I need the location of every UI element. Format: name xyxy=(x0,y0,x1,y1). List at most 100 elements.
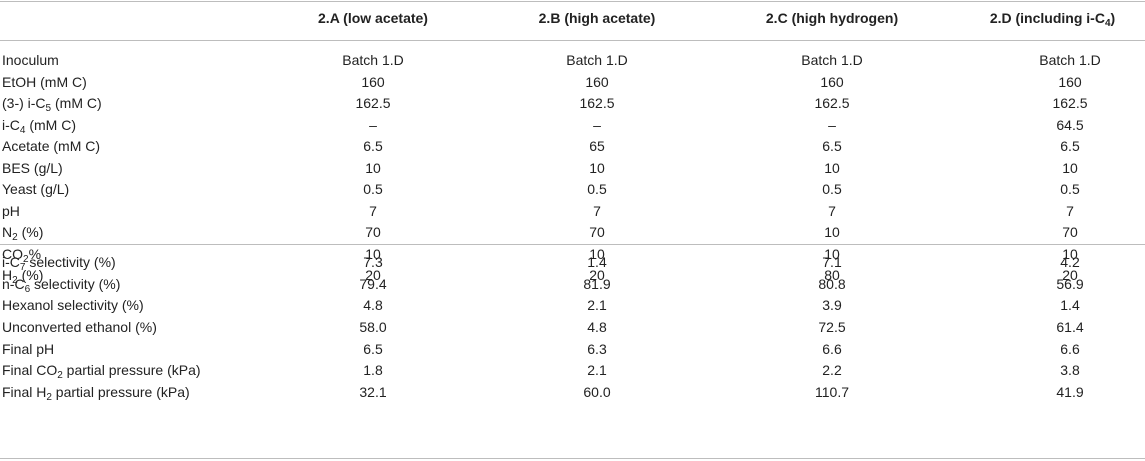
column-header-2b: 2.B (high acetate) xyxy=(538,10,656,26)
table-cell: 6.5 xyxy=(363,340,383,357)
table-cell: 6.6 xyxy=(822,340,842,357)
row-label: i-C7 selectivity (%) xyxy=(2,254,116,273)
table-header: 2.A (low acetate) 2.B (high acetate) 2.C… xyxy=(0,0,1145,40)
table-cell: 70 xyxy=(589,224,605,240)
table-cell: 162.5 xyxy=(814,95,850,111)
table-cell: 162.5 xyxy=(1052,95,1088,111)
table-row: Unconverted ethanol (%) 58.0 4.8 72.5 61.4 xyxy=(0,317,1145,339)
table-cell: 10 xyxy=(365,245,381,262)
table-cell: Batch 1.D xyxy=(1039,52,1101,68)
conditions-section: Inoculum Batch 1.D Batch 1.D Batch 1.D Batch… xyxy=(0,50,1145,287)
row-label: Acetate (mM C) xyxy=(2,138,101,154)
table-row: EtOH (mM C) 160 160 160 160 xyxy=(0,72,1145,94)
table-cell: 160 xyxy=(1058,73,1082,90)
table-cell: 160 xyxy=(585,73,609,90)
table-cell: 20 xyxy=(1062,267,1078,283)
table-row: n-C6 selectivity (%) 79.4 81.9 80.8 56.9 xyxy=(0,274,1145,296)
table-cell: 80.8 xyxy=(818,275,846,292)
table-cell: 0.5 xyxy=(363,181,383,197)
table-cell: 10 xyxy=(589,159,605,176)
table-row: Yeast (g/L) 0.5 0.5 0.5 0.5 xyxy=(0,179,1145,201)
header-rule xyxy=(0,40,1145,41)
row-label: pH xyxy=(2,202,20,219)
table-cell: 1.4 xyxy=(587,254,607,270)
table-cell: 0.5 xyxy=(1060,181,1080,197)
table-cell: 61.4 xyxy=(1056,319,1084,336)
table-cell: 160 xyxy=(361,73,385,90)
table-cell: – xyxy=(593,116,601,133)
table-row: (3-) i-C5 (mM C) 162.5 162.5 162.5 162.5 xyxy=(0,93,1145,115)
table-row: pH 7 7 7 7 xyxy=(0,201,1145,223)
table-cell: 7.3 xyxy=(363,254,383,270)
table-cell: 20 xyxy=(589,267,605,283)
row-label: EtOH (mM C) xyxy=(2,73,87,90)
table-cell: 6.5 xyxy=(1060,138,1080,154)
table-cell: 10 xyxy=(824,159,840,176)
table-cell: 65 xyxy=(589,138,605,154)
row-label: i-C4 (mM C) xyxy=(2,116,76,136)
table-cell: 2.1 xyxy=(587,297,607,314)
row-label: Final CO2 partial pressure (kPa) xyxy=(2,362,201,382)
table-cell: 60.0 xyxy=(583,384,611,401)
table-cell: 160 xyxy=(820,73,844,90)
table-row: Inoculum Batch 1.D Batch 1.D Batch 1.D Batch… xyxy=(0,50,1145,72)
table-cell: 80 xyxy=(824,267,840,283)
table-row: i-C4 (mM C) – – – 64.5 xyxy=(0,115,1145,137)
table-cell: 7 xyxy=(1066,202,1074,219)
table-cell: 110.7 xyxy=(815,384,849,401)
table-cell: 56.9 xyxy=(1056,275,1084,292)
column-header-2c: 2.C (high hydrogen) xyxy=(765,10,899,26)
table-cell: 7.1 xyxy=(822,254,842,270)
table-cell: 3.8 xyxy=(1060,362,1080,379)
table-cell: 79.4 xyxy=(359,275,387,292)
table-cell: 7 xyxy=(593,202,601,219)
table-cell: 162.5 xyxy=(579,95,615,111)
row-label: Yeast (g/L) xyxy=(2,181,70,197)
results-section: i-C7 selectivity (%) 7.3 1.4 7.1 4.2 n-C6 sel… xyxy=(0,252,1145,404)
table-row: Acetate (mM C) 6.5 65 6.5 6.5 xyxy=(0,136,1145,158)
row-label: (3-) i-C5 (mM C) xyxy=(2,95,102,114)
table-cell: 4.2 xyxy=(1060,254,1080,270)
table-cell: 10 xyxy=(1062,159,1078,176)
table-row: Hexanol selectivity (%) 4.8 2.1 3.9 1.4 xyxy=(0,295,1145,317)
table-row: i-C7 selectivity (%) 7.3 1.4 7.1 4.2 xyxy=(0,252,1145,274)
row-label: H2 (%) xyxy=(2,267,44,286)
table-cell: 7 xyxy=(369,202,377,219)
row-label: N2 (%) xyxy=(2,224,44,243)
table-cell: 162.5 xyxy=(355,95,391,111)
section-divider-rule xyxy=(0,244,1145,245)
table-row: H2 (%) 20 20 80 20 xyxy=(0,265,1145,287)
table-cell: 81.9 xyxy=(583,275,611,292)
table-cell: – xyxy=(369,116,377,133)
table-bottom-rule xyxy=(0,458,1145,459)
table-cell: 10 xyxy=(589,245,605,262)
table-cell: 70 xyxy=(365,224,381,240)
column-header-2a: 2.A (low acetate) xyxy=(318,10,428,26)
table-cell: 4.8 xyxy=(587,319,607,336)
row-label: n-C6 selectivity (%) xyxy=(2,275,121,295)
table-row: CO2% 10 10 10 10 xyxy=(0,244,1145,266)
row-label: BES (g/L) xyxy=(2,159,63,176)
table-cell: Batch 1.D xyxy=(801,52,863,68)
table-cell: 2.2 xyxy=(822,362,842,379)
table-row: N2 (%) 70 70 10 70 xyxy=(0,222,1145,244)
table-cell: 64.5 xyxy=(1056,116,1084,133)
table-cell: 70 xyxy=(1062,224,1078,240)
row-label: Inoculum xyxy=(2,52,59,68)
table-cell: 10 xyxy=(1062,245,1078,262)
table-cell: 1.4 xyxy=(1060,297,1080,314)
table-cell: 41.9 xyxy=(1056,384,1084,401)
table-cell: 3.9 xyxy=(822,297,842,314)
table-cell: 0.5 xyxy=(822,181,842,197)
table-row: Final CO2 partial pressure (kPa) 1.8 2.1 2.… xyxy=(0,360,1145,382)
table-row: BES (g/L) 10 10 10 10 xyxy=(0,158,1145,180)
row-label: CO2% xyxy=(2,245,42,265)
row-label: Hexanol selectivity (%) xyxy=(2,297,144,314)
table-cell: Batch 1.D xyxy=(342,52,404,68)
row-label: Unconverted ethanol (%) xyxy=(2,319,157,336)
table-cell: 10 xyxy=(824,224,840,240)
table-cell: Batch 1.D xyxy=(566,52,628,68)
table-row: Final pH 6.5 6.3 6.6 6.6 xyxy=(0,339,1145,361)
table-cell: 1.8 xyxy=(363,362,383,379)
table-cell: 10 xyxy=(365,159,381,176)
